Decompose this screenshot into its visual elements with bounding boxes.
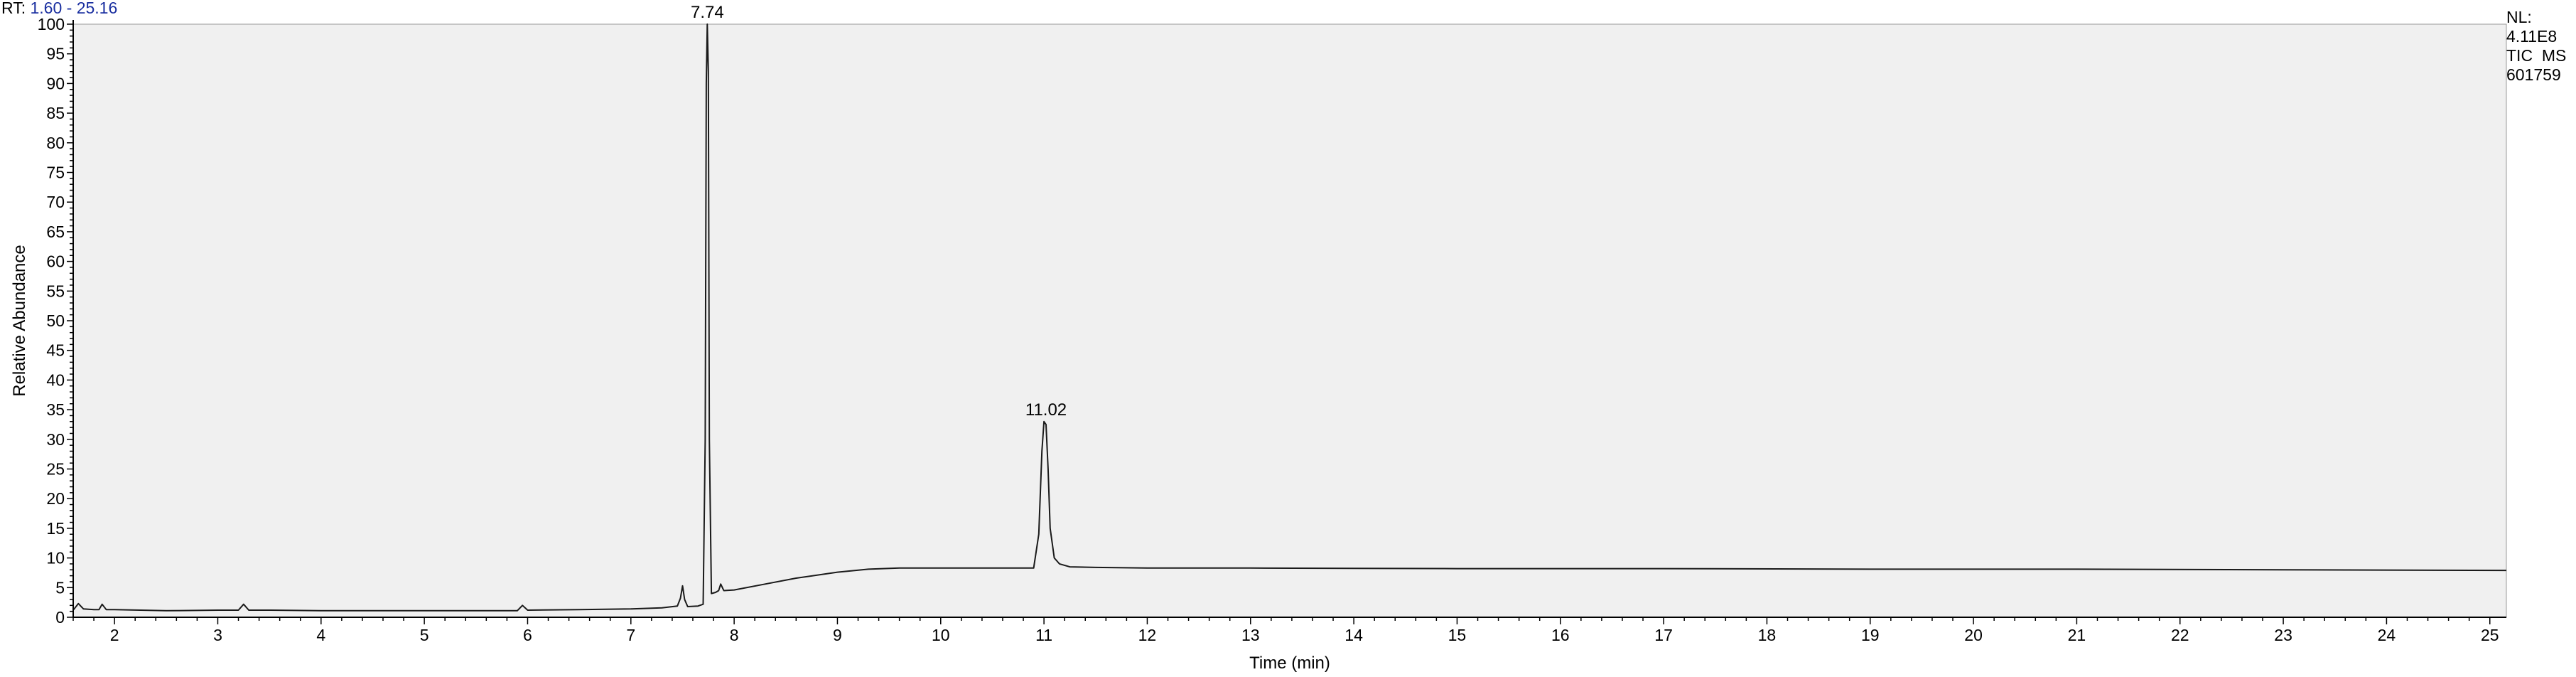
chromatogram-trace (72, 23, 2507, 612)
x-tick-label: 2 (110, 626, 119, 644)
rt-label: RT: (1, 0, 26, 17)
x-tick-label: 15 (1448, 626, 1467, 644)
y-tick-label: 55 (46, 282, 65, 300)
y-tick-label: 20 (46, 489, 65, 508)
y-tick-label: 75 (46, 164, 65, 182)
normalization-info: NL: 4.11E8 TIC MS 601759 (2506, 8, 2566, 85)
y-tick-label: 0 (55, 608, 65, 627)
y-tick-label: 10 (46, 549, 65, 567)
x-tick-label: 7 (626, 626, 635, 644)
y-tick-label: 45 (46, 341, 65, 360)
x-tick-label: 3 (213, 626, 222, 644)
y-tick-label: 40 (46, 371, 65, 389)
peak-label: 7.74 (691, 3, 724, 22)
x-tick-label: 22 (2171, 626, 2189, 644)
y-tick-label: 60 (46, 252, 65, 271)
x-tick-label: 11 (1035, 626, 1052, 644)
plot-area (72, 23, 2507, 618)
x-tick-label: 10 (932, 626, 950, 644)
x-tick-label: 23 (2274, 626, 2292, 644)
x-axis-title: Time (min) (1249, 654, 1330, 673)
x-tick-label: 6 (523, 626, 532, 644)
nl-label: NL: (2506, 8, 2532, 26)
scan-type: TIC MS (2506, 46, 2567, 65)
y-tick-label: 90 (46, 74, 65, 92)
y-tick-label: 50 (46, 311, 65, 330)
x-tick-label: 16 (1551, 626, 1570, 644)
y-tick-label: 70 (46, 193, 65, 211)
x-tick-label: 18 (1758, 626, 1777, 644)
x-tick-label: 24 (2378, 626, 2396, 644)
x-tick-label: 14 (1344, 626, 1363, 644)
rt-header: RT: 1.60 - 25.16 (1, 0, 117, 18)
x-tick-label: 8 (730, 626, 739, 644)
x-tick-label: 12 (1138, 626, 1157, 644)
y-tick-label: 80 (46, 134, 65, 152)
x-tick-label: 13 (1241, 626, 1260, 644)
peak-label: 11.02 (1025, 400, 1067, 420)
x-tick-label: 25 (2481, 626, 2499, 644)
y-tick-label: 95 (46, 45, 65, 63)
y-tick-label: 30 (46, 430, 65, 449)
rt-range: 1.60 - 25.16 (30, 0, 118, 17)
x-tick-label: 21 (2068, 626, 2086, 644)
y-tick-label: 5 (55, 578, 65, 597)
sample-id: 601759 (2506, 65, 2561, 84)
y-tick-label: 15 (46, 519, 65, 538)
x-tick-label: 4 (316, 626, 325, 644)
x-tick-label: 17 (1654, 626, 1673, 644)
y-tick-label: 100 (38, 15, 65, 33)
y-axis-title: Relative Abundance (10, 245, 29, 397)
x-tick-label: 9 (833, 626, 842, 644)
nl-value: 4.11E8 (2506, 27, 2558, 46)
y-tick-label: 65 (46, 223, 65, 241)
x-tick-label: 20 (1964, 626, 1983, 644)
y-tick-label: 35 (46, 400, 65, 419)
x-tick-label: 19 (1861, 626, 1880, 644)
y-tick-label: 25 (46, 460, 65, 479)
x-tick-label: 5 (420, 626, 429, 644)
y-tick-label: 85 (46, 104, 65, 122)
